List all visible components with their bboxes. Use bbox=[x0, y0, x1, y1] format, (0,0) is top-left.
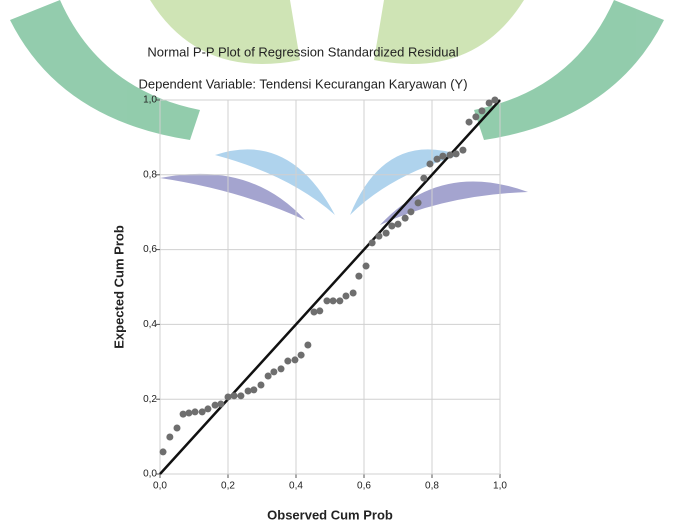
point bbox=[459, 147, 466, 154]
point bbox=[311, 309, 318, 316]
point bbox=[375, 233, 382, 240]
chart-title: Normal P-P Plot of Regression Standardiz… bbox=[147, 44, 458, 59]
y-tick-label: 0,4 bbox=[143, 319, 157, 330]
point bbox=[363, 263, 370, 270]
point bbox=[407, 208, 414, 215]
chart-subtitle: Dependent Variable: Tendensi Kecurangan … bbox=[138, 76, 467, 91]
x-tick-label: 0,8 bbox=[425, 481, 439, 492]
point bbox=[402, 215, 409, 222]
y-axis-title: Expected Cum Prob bbox=[111, 225, 126, 349]
y-tick-label: 0,0 bbox=[143, 469, 157, 480]
point bbox=[395, 221, 402, 228]
chart: Normal P-P Plot of Regression Standardiz… bbox=[0, 0, 674, 524]
point bbox=[383, 230, 390, 237]
x-axis-title: Observed Cum Prob bbox=[267, 507, 393, 522]
point bbox=[304, 341, 311, 348]
point bbox=[298, 352, 305, 359]
point bbox=[250, 386, 257, 393]
point bbox=[336, 297, 343, 304]
watermark bbox=[10, 0, 664, 225]
point bbox=[204, 405, 211, 412]
point bbox=[415, 199, 422, 206]
point bbox=[323, 297, 330, 304]
point bbox=[237, 392, 244, 399]
point bbox=[257, 381, 264, 388]
point bbox=[491, 97, 498, 104]
point bbox=[316, 307, 323, 314]
point bbox=[426, 160, 433, 167]
point bbox=[278, 365, 285, 372]
y-tick-label: 1,0 bbox=[143, 95, 157, 106]
point bbox=[466, 119, 473, 126]
x-tick-label: 0,2 bbox=[221, 481, 235, 492]
point bbox=[265, 373, 272, 380]
point bbox=[369, 239, 376, 246]
point bbox=[342, 292, 349, 299]
point bbox=[291, 356, 298, 363]
point bbox=[185, 410, 192, 417]
point bbox=[330, 297, 337, 304]
point bbox=[388, 223, 395, 230]
x-tick-label: 1,0 bbox=[493, 481, 507, 492]
x-tick-label: 0,6 bbox=[357, 481, 371, 492]
point bbox=[160, 448, 167, 455]
point bbox=[270, 368, 277, 375]
y-tick-label: 0,8 bbox=[143, 169, 157, 180]
point bbox=[447, 151, 454, 158]
point bbox=[453, 150, 460, 157]
point bbox=[174, 424, 181, 431]
point bbox=[439, 153, 446, 160]
point bbox=[472, 113, 479, 120]
point bbox=[180, 411, 187, 418]
point bbox=[355, 273, 362, 280]
point bbox=[478, 107, 485, 114]
x-tick-label: 0,4 bbox=[289, 481, 303, 492]
point bbox=[217, 401, 224, 408]
point bbox=[245, 387, 252, 394]
x-tick-label: 0,0 bbox=[153, 481, 167, 492]
point bbox=[225, 393, 232, 400]
y-tick-label: 0,6 bbox=[143, 244, 157, 255]
point bbox=[231, 392, 238, 399]
point bbox=[350, 289, 357, 296]
point bbox=[420, 175, 427, 182]
point bbox=[166, 433, 173, 440]
point bbox=[192, 408, 199, 415]
point bbox=[284, 358, 291, 365]
point bbox=[212, 402, 219, 409]
y-tick-label: 0,2 bbox=[143, 394, 157, 405]
